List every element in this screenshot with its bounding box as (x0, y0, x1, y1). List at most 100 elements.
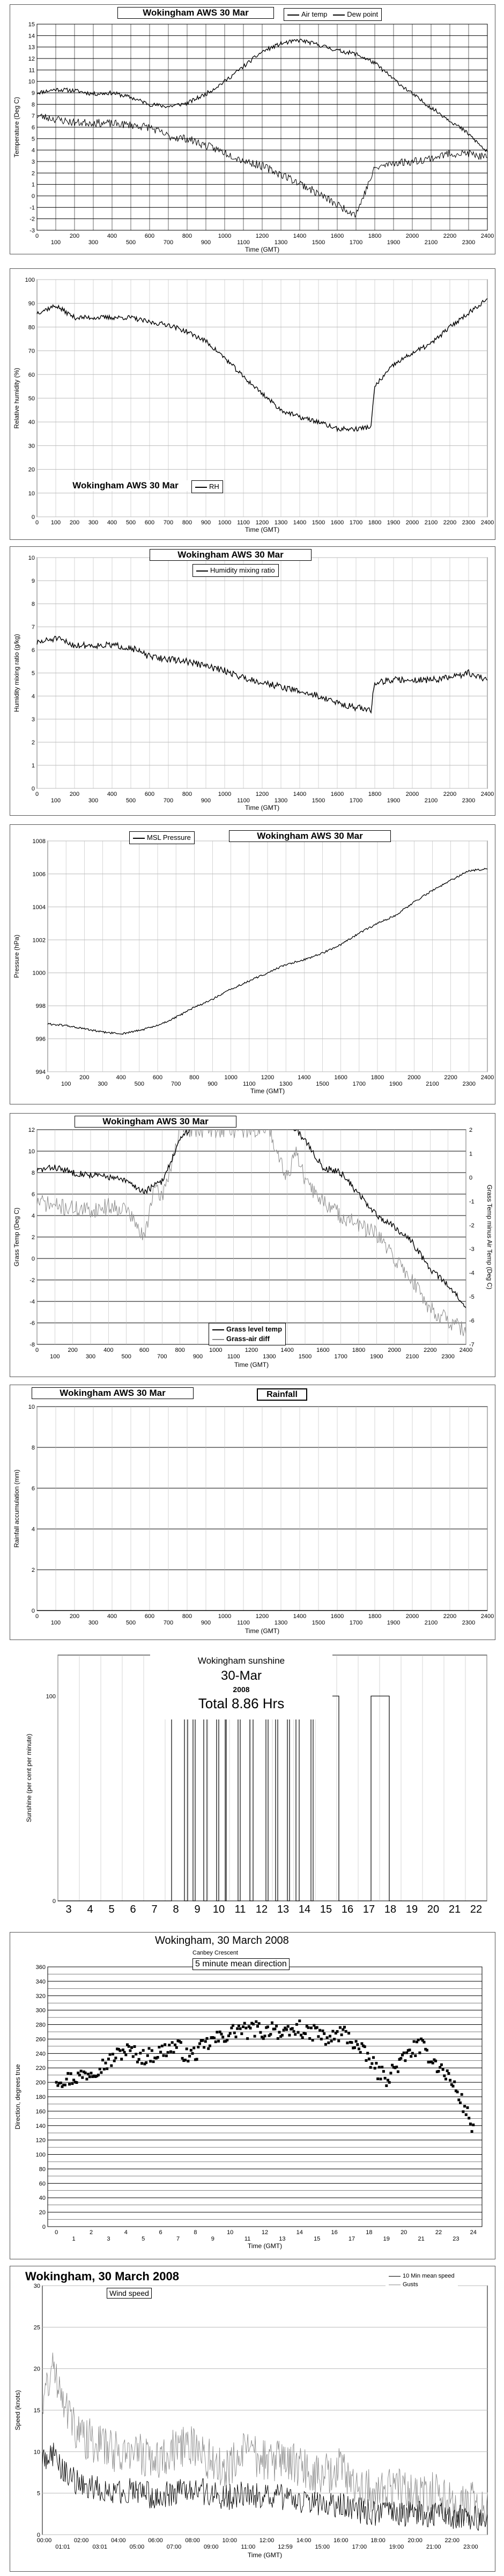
mean-speed-line (42, 2442, 488, 2531)
wind-direction-point (232, 2024, 235, 2027)
wind-direction-point (104, 2061, 107, 2065)
wind-direction-point (184, 2059, 187, 2061)
gusts-line (42, 2352, 488, 2526)
wind-direction-point (155, 2057, 158, 2060)
grass-x-tick-label: 2400 (459, 1347, 472, 1353)
wind-direction-point (118, 2049, 122, 2052)
wind-speed-x-tick-label: 16:00 (333, 2537, 349, 2544)
humidity-x-tick-label: 400 (107, 519, 117, 526)
wind-direction-point (139, 2052, 142, 2055)
wind-direction-point (236, 2027, 239, 2030)
temperature-x-tick-label: 300 (88, 239, 98, 246)
wind-direction-point (227, 2035, 230, 2037)
wind-direction-point (392, 2066, 395, 2069)
temperature-chart-panel: 15 14 13 12 11 10 9 8 7 6 5 4 3 2 1 0 -1 -2 -3 0 200 400 600 80… (10, 4, 495, 254)
wind-direction-point (106, 2067, 109, 2070)
wind-direction-point (443, 2074, 446, 2077)
grass-y-tick-label: 6 (32, 1191, 35, 1198)
wind-speed-x-tick-label: 18:00 (370, 2537, 386, 2544)
grass-right-y-tick-label: -1 (469, 1198, 475, 1205)
wind-direction-point (78, 2074, 81, 2077)
pressure-x-tick-label: 1700 (353, 1081, 366, 1087)
wind-direction-point (147, 2047, 151, 2050)
grass-air-diff-legend-label: Grass-air diff (226, 1335, 270, 1343)
wind-direction-point (262, 2037, 265, 2040)
wind-direction-point (174, 2043, 177, 2046)
grass-x-tick-label: 1100 (227, 1353, 240, 1360)
wind-direction-x-tick-label: 21 (418, 2236, 424, 2242)
sunshine-x-tick-label: 13 (277, 1904, 289, 1915)
wind-speed-y-axis-label: Speed (knots) (14, 2390, 21, 2431)
wind-direction-point (140, 2062, 143, 2065)
mixing-ratio-swatch (196, 570, 208, 572)
pressure-y-tick-label: 1006 (33, 871, 46, 877)
pressure-chart-panel: 1008 1006 1004 1002 1000 998 996 994 0 200 400 600 8… (10, 824, 495, 1104)
wind-direction-point (372, 2056, 375, 2059)
wind-direction-point (324, 2043, 327, 2046)
wind-speed-x-tick-label: 03:01 (92, 2544, 107, 2550)
wind-speed-x-tick-label: 09:00 (204, 2544, 219, 2550)
wind-direction-x-tick-label: 5 (142, 2236, 145, 2242)
temperature-x-tick-label: 1300 (275, 239, 287, 246)
gusts-legend-label: Gusts (403, 2281, 418, 2288)
wind-direction-point (377, 2066, 381, 2069)
wind-direction-y-tick-label: 300 (36, 2008, 46, 2014)
wind-direction-point (416, 2040, 418, 2044)
wind-direction-point (430, 2060, 433, 2063)
grass-air-diff-line (37, 1130, 466, 1336)
wind-direction-x-tick-label: 9 (211, 2236, 214, 2242)
wind-direction-point (90, 2072, 93, 2075)
humidity-y-tick-label: 50 (28, 396, 35, 402)
wind-direction-point (399, 2057, 403, 2060)
temperature-y-tick-label: 13 (28, 45, 35, 51)
wind-direction-point (373, 2067, 376, 2070)
pressure-y-tick-label: 996 (36, 1036, 46, 1043)
wind-direction-point (142, 2049, 145, 2052)
wind-speed-x-tick-label: 04:00 (111, 2537, 126, 2544)
pressure-y-axis-label: Pressure (hPa) (13, 935, 20, 978)
wind-direction-point (69, 2072, 72, 2075)
humidity-x-tick-label: 1800 (368, 519, 381, 526)
mixing-ratio-x-tick-label: 1900 (387, 797, 400, 804)
wind-direction-point (294, 2033, 297, 2036)
pressure-x-tick-label: 1200 (261, 1074, 274, 1081)
wind-direction-point (198, 2042, 201, 2045)
mixing-ratio-legend: Humidity mixing ratio (192, 564, 279, 577)
humidity-y-tick-label: 100 (25, 277, 35, 283)
wind-direction-point (439, 2066, 442, 2069)
grass-level-line (37, 1130, 466, 1308)
wind-direction-point (437, 2070, 440, 2073)
pressure-x-axis-label: Time (GMT) (250, 1087, 285, 1095)
pressure-y-tick-label: 998 (36, 1003, 46, 1009)
wind-direction-point (201, 2039, 204, 2042)
sunshine-chart-date: 30-Mar (220, 1668, 262, 1683)
wind-direction-point (401, 2053, 404, 2057)
grass-x-tick-label: 0 (35, 1347, 39, 1353)
wind-direction-point (126, 2043, 129, 2046)
temperature-x-tick-label: 2000 (406, 233, 419, 239)
grass-y-axis-label: Grass Temp (Deg C) (13, 1208, 20, 1267)
wind-direction-point (268, 2034, 271, 2037)
rainfall-chart-title: Wokingham AWS 30 Mar (32, 1387, 194, 1400)
wind-direction-point (240, 2032, 243, 2036)
wind-direction-point (444, 2077, 447, 2081)
wind-direction-point (381, 2066, 384, 2069)
wind-direction-point (385, 2084, 388, 2087)
wind-direction-point (130, 2046, 134, 2049)
pressure-x-tick-label: 200 (79, 1074, 89, 1081)
wind-direction-point (77, 2072, 80, 2075)
mixing-ratio-x-tick-label: 800 (182, 791, 192, 797)
rainfall-x-tick-label: 300 (88, 1620, 98, 1626)
sunshine-line (58, 1695, 487, 1901)
wind-direction-point (259, 2031, 262, 2034)
wind-direction-point (108, 2053, 112, 2056)
wind-direction-point (292, 2030, 295, 2033)
humidity-y-tick-label: 30 (28, 443, 35, 449)
grass-air-diff-swatch (212, 1338, 224, 1340)
temperature-x-tick-label: 600 (145, 233, 154, 239)
wind-direction-point (185, 2047, 188, 2051)
temperature-y-tick-label: 3 (32, 159, 35, 165)
wind-speed-y-tick-label: 10 (34, 2449, 40, 2455)
mixing-ratio-x-tick-label: 200 (70, 791, 79, 797)
